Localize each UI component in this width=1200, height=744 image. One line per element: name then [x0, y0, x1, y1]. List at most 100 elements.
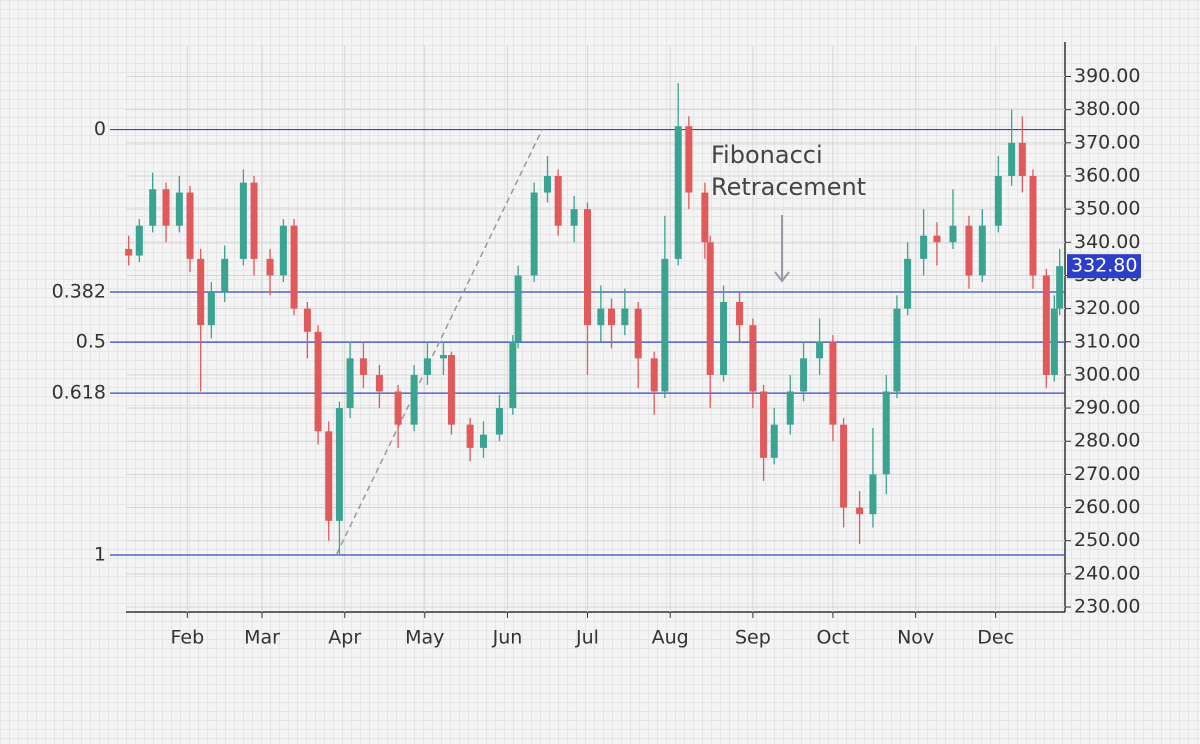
candle-body: [279, 225, 287, 276]
candle-body: [175, 192, 183, 226]
y-tick-label: 390.00: [1074, 65, 1140, 87]
candle-body: [661, 258, 669, 392]
candle-body: [221, 258, 229, 293]
candle-body: [466, 424, 474, 448]
y-tick-label: 340.00: [1074, 231, 1140, 253]
candle-body: [736, 301, 744, 326]
candle-body: [749, 325, 757, 392]
candle-body: [325, 431, 333, 521]
candle-body: [314, 331, 322, 432]
candle-body: [186, 192, 194, 259]
candle-body: [650, 358, 658, 392]
candle-body: [197, 258, 205, 326]
candle-body: [439, 355, 447, 359]
last-price-box: [1067, 254, 1141, 279]
candle-body: [135, 225, 143, 256]
candle-body: [634, 308, 642, 359]
candle-body: [149, 189, 157, 226]
x-tick-label: Feb: [171, 627, 205, 649]
candle-body: [840, 424, 848, 508]
candle-body: [893, 308, 901, 392]
y-tick-label: 380.00: [1074, 98, 1140, 120]
candle-body: [375, 374, 383, 392]
x-tick-label: Jul: [575, 627, 599, 649]
candle-body: [720, 301, 728, 375]
y-tick-label: 260.00: [1074, 496, 1140, 518]
candle-body: [394, 391, 402, 425]
candle-body: [570, 209, 578, 226]
annotation: Retracement: [711, 173, 866, 201]
x-tick-label: Dec: [977, 627, 1014, 649]
fib-label: 0.382: [52, 281, 106, 303]
candle-body: [250, 182, 258, 259]
candle-body: [1029, 175, 1037, 276]
fib-label: 0.618: [52, 382, 106, 404]
candle-body: [786, 391, 794, 425]
candle-body: [965, 225, 973, 276]
candle-body: [994, 175, 1002, 226]
x-tick-label: Aug: [652, 627, 689, 649]
y-tick-label: 250.00: [1074, 529, 1140, 551]
trendline: [336, 129, 543, 555]
candle-body: [949, 225, 957, 243]
candle-body: [597, 308, 605, 326]
x-tick-label: Oct: [816, 627, 849, 649]
candle-body: [621, 308, 629, 326]
candle-body: [162, 189, 170, 226]
y-tick-label: 230.00: [1074, 596, 1140, 618]
fib-label: 0.5: [76, 331, 106, 353]
x-tick-label: Sep: [735, 627, 771, 649]
candle-body: [346, 358, 354, 409]
candle-body: [554, 175, 562, 226]
x-tick-label: Jun: [492, 627, 523, 649]
candle-body: [447, 355, 455, 425]
candle-body: [543, 175, 551, 193]
y-tick-label: 290.00: [1074, 397, 1140, 419]
candle-body: [706, 242, 714, 375]
candle-body: [829, 341, 837, 425]
candle-body: [1056, 266, 1064, 309]
y-tick-label: 270.00: [1074, 463, 1140, 485]
y-tick-label: 280.00: [1074, 430, 1140, 452]
candle-body: [904, 258, 912, 309]
candle-body: [479, 434, 487, 448]
last-price-label: 332.80: [1071, 255, 1137, 277]
y-tick-label: 360.00: [1074, 164, 1140, 186]
candle-body: [816, 341, 824, 359]
annotation-arrowhead: [774, 271, 790, 283]
candle-body: [920, 235, 928, 259]
candle-body: [674, 126, 682, 259]
candle-body: [290, 225, 298, 309]
candle-body: [423, 358, 431, 375]
candle-body: [760, 391, 768, 458]
y-tick-label: 240.00: [1074, 562, 1140, 584]
candle-body: [495, 408, 503, 435]
candle-body: [1050, 308, 1058, 375]
candle-body: [410, 374, 418, 425]
candle-body: [1008, 142, 1016, 176]
candle-body: [207, 292, 215, 326]
candle-body: [869, 474, 877, 515]
candle-body: [1042, 275, 1050, 375]
annotation: Fibonacci: [711, 141, 823, 169]
fib-label: 0: [94, 118, 106, 140]
y-tick-label: 310.00: [1074, 330, 1140, 352]
x-tick-label: Apr: [328, 627, 361, 649]
candle-body: [266, 258, 274, 276]
y-tick-label: 300.00: [1074, 363, 1140, 385]
candle-body: [800, 358, 808, 392]
candle-body: [583, 209, 591, 326]
candle-body: [514, 275, 522, 342]
x-tick-label: May: [405, 627, 444, 649]
y-tick-label: 320.00: [1074, 297, 1140, 319]
candle-body: [335, 408, 343, 521]
candle-body: [509, 341, 517, 409]
candle-body: [359, 358, 367, 375]
candle-body: [933, 235, 941, 243]
candle-body: [882, 391, 890, 475]
candle-body: [530, 192, 538, 276]
candle-body: [856, 507, 864, 515]
x-tick-label: Mar: [244, 627, 280, 649]
fib-label: 1: [94, 543, 106, 565]
